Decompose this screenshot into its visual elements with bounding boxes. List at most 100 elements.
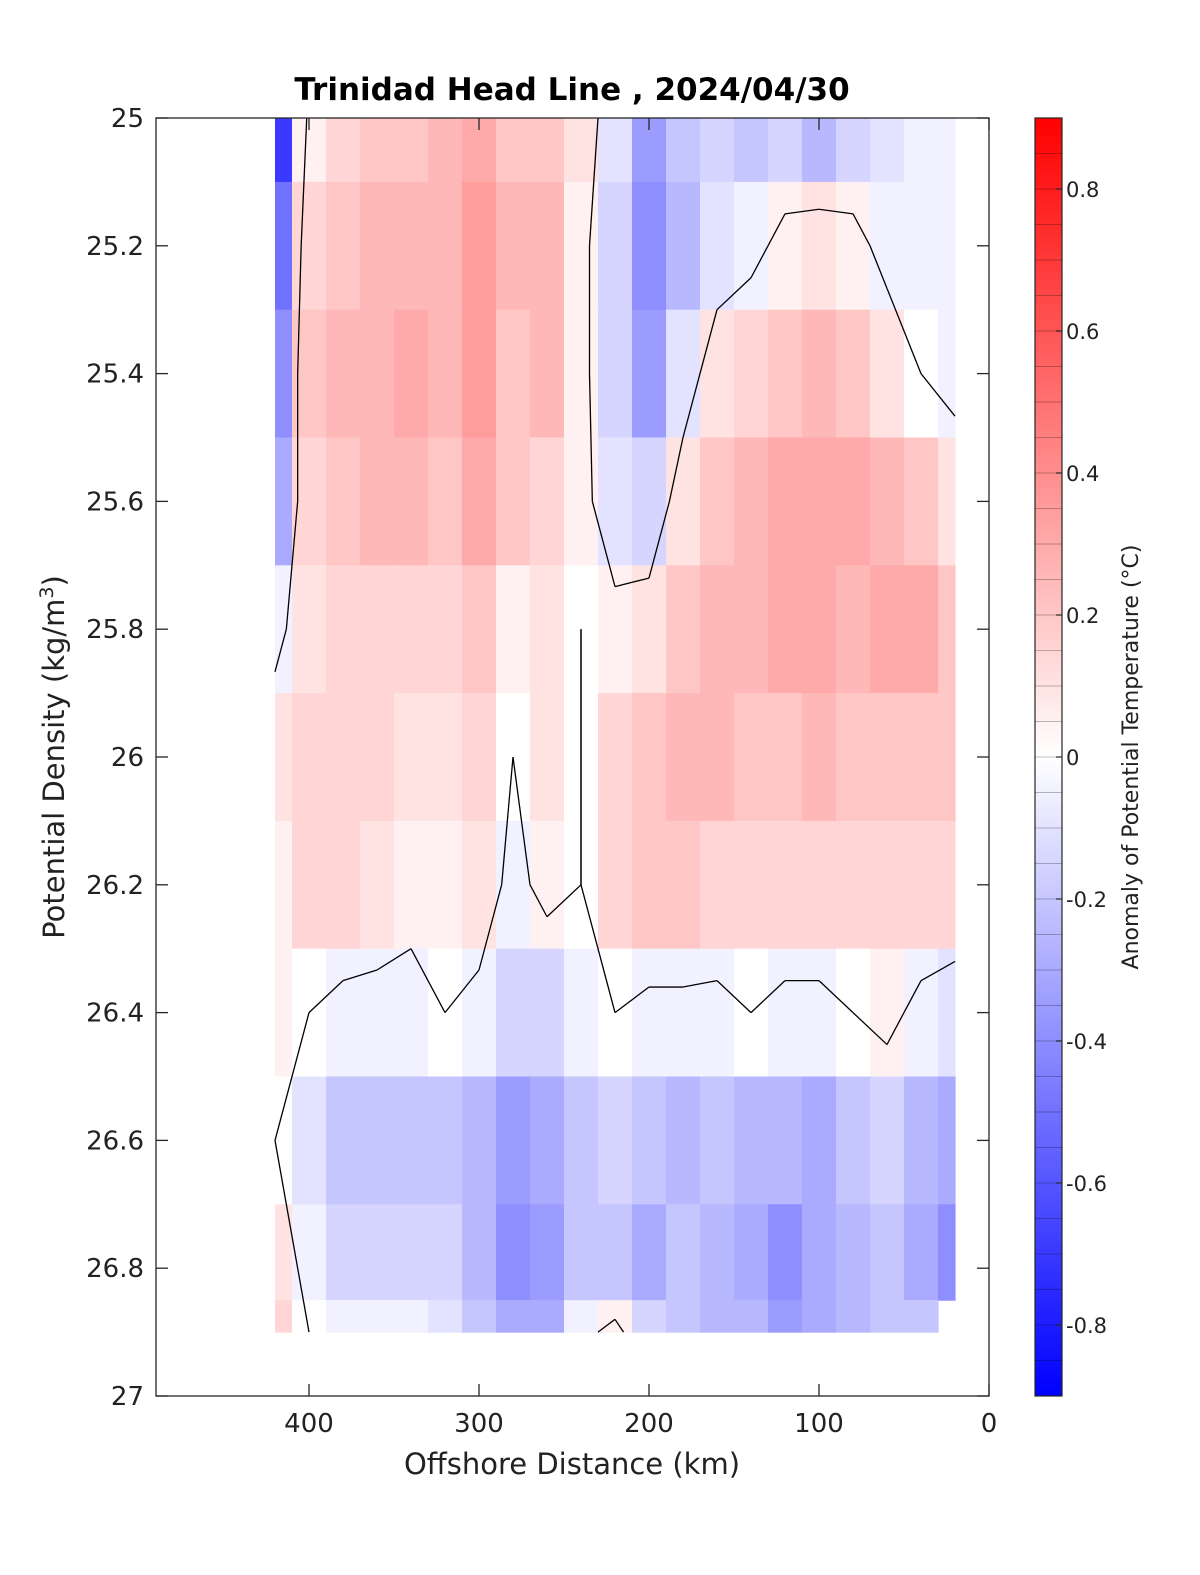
anomaly-cell xyxy=(462,820,497,950)
anomaly-cell xyxy=(938,948,956,1078)
anomaly-cell xyxy=(904,565,939,694)
anomaly-cell xyxy=(768,1300,803,1333)
anomaly-cell xyxy=(666,948,701,1078)
anomaly-cell xyxy=(700,693,735,822)
y-tick-label: 26.8 xyxy=(86,1254,144,1284)
anomaly-cell xyxy=(496,118,531,183)
anomaly-cell xyxy=(275,1204,293,1301)
anomaly-cell xyxy=(870,309,905,439)
anomaly-cell xyxy=(530,118,565,183)
anomaly-cell xyxy=(496,437,531,566)
anomaly-cell xyxy=(394,565,429,694)
zero-contour-segment xyxy=(588,373,593,502)
x-tick-label: 200 xyxy=(624,1409,674,1439)
anomaly-cell xyxy=(700,1076,735,1205)
zero-contour-segment xyxy=(852,213,871,247)
anomaly-cell xyxy=(768,693,803,822)
anomaly-cell xyxy=(904,820,939,950)
anomaly-cell xyxy=(496,1204,531,1301)
anomaly-cell xyxy=(428,437,463,566)
anomaly-cell xyxy=(530,693,565,822)
anomaly-cell xyxy=(326,1300,361,1333)
anomaly-cell xyxy=(428,693,463,822)
anomaly-cell xyxy=(394,948,429,1078)
y-axis-ticks: 25 25.2 25.4 25.6 25.8 26 26.2 26.4 26.6 26.8 27 xyxy=(86,104,989,1412)
anomaly-cell xyxy=(428,118,463,183)
anomaly-cell xyxy=(938,565,956,694)
zero-contour-segment xyxy=(478,884,503,971)
zero-contour-segment xyxy=(784,208,820,215)
zero-contour-segment xyxy=(699,309,718,374)
anomaly-cell xyxy=(836,693,871,822)
zero-contour-segment xyxy=(342,969,378,982)
anomaly-cell xyxy=(360,693,395,822)
anomaly-cell xyxy=(462,565,497,694)
zero-contour-segment xyxy=(648,501,671,579)
y-tick-label: 26.2 xyxy=(86,871,144,901)
zero-contour-segment xyxy=(716,277,752,311)
anomaly-cell xyxy=(598,181,633,311)
anomaly-cell xyxy=(802,1076,837,1205)
anomaly-cell xyxy=(564,118,599,183)
zero-contour-segment xyxy=(580,884,616,1013)
anomaly-cell xyxy=(598,309,633,439)
anomaly-cell xyxy=(836,1300,871,1333)
anomaly-cell xyxy=(768,309,803,439)
zero-contour-segment xyxy=(750,980,786,1014)
anomaly-cell xyxy=(394,118,429,183)
zero-contour-segment xyxy=(297,245,302,374)
anomaly-cell xyxy=(904,948,939,1078)
anomaly-cell xyxy=(632,948,667,1078)
anomaly-cell xyxy=(870,948,905,1078)
anomaly-cell xyxy=(802,437,837,566)
zero-contour-segment xyxy=(512,756,531,885)
anomaly-cell xyxy=(360,820,395,950)
anomaly-cell xyxy=(598,437,633,566)
anomaly-cell xyxy=(360,565,395,694)
anomaly-cell xyxy=(700,820,735,950)
y-tick-label: 26.4 xyxy=(86,999,144,1029)
anomaly-cell xyxy=(870,118,905,183)
anomaly-cell xyxy=(734,1204,769,1301)
anomaly-cell xyxy=(938,437,956,566)
zero-contour-segment xyxy=(376,948,412,971)
anomaly-cell xyxy=(666,565,701,694)
y-tick-label: 25.4 xyxy=(86,360,144,390)
anomaly-cell xyxy=(904,693,939,822)
anomaly-cell xyxy=(700,1204,735,1301)
y-tick-label: 25.2 xyxy=(86,232,144,262)
anomaly-cell xyxy=(768,820,803,950)
anomaly-cell xyxy=(768,1076,803,1205)
zero-contour-segment xyxy=(308,980,344,1014)
zero-contour-segment xyxy=(668,437,684,502)
colorbar-tick-label: -0.2 xyxy=(1066,888,1107,912)
anomaly-cell xyxy=(360,1076,395,1205)
anomaly-cell xyxy=(394,181,429,311)
colorbar-tick-label: -0.8 xyxy=(1066,1314,1107,1338)
anomaly-cell xyxy=(904,1300,939,1333)
anomaly-cell xyxy=(564,1300,599,1333)
anomaly-cell xyxy=(360,309,395,439)
anomaly-cell xyxy=(530,181,565,311)
anomaly-cell xyxy=(394,1076,429,1205)
anomaly-cell xyxy=(666,309,701,439)
anomaly-cell xyxy=(734,309,769,439)
colorbar-tick-label: 0 xyxy=(1066,746,1079,770)
anomaly-cell xyxy=(292,693,327,822)
anomaly-cell xyxy=(462,948,497,1078)
anomaly-cell xyxy=(836,309,871,439)
zero-contour-segment xyxy=(818,208,854,215)
anomaly-cell xyxy=(802,309,837,439)
zero-contour-segment xyxy=(614,986,650,1014)
zero-contour-segment xyxy=(274,629,287,672)
y-tick-label: 27 xyxy=(111,1382,144,1412)
zero-contour-segment xyxy=(869,245,888,289)
anomaly-cell xyxy=(802,181,837,311)
zero-contour-segment xyxy=(852,1012,888,1046)
y-tick-label: 26 xyxy=(111,743,144,773)
anomaly-cell xyxy=(700,948,735,1078)
anomaly-cell xyxy=(275,820,293,950)
anomaly-cell xyxy=(462,437,497,566)
anomaly-cell xyxy=(496,309,531,439)
